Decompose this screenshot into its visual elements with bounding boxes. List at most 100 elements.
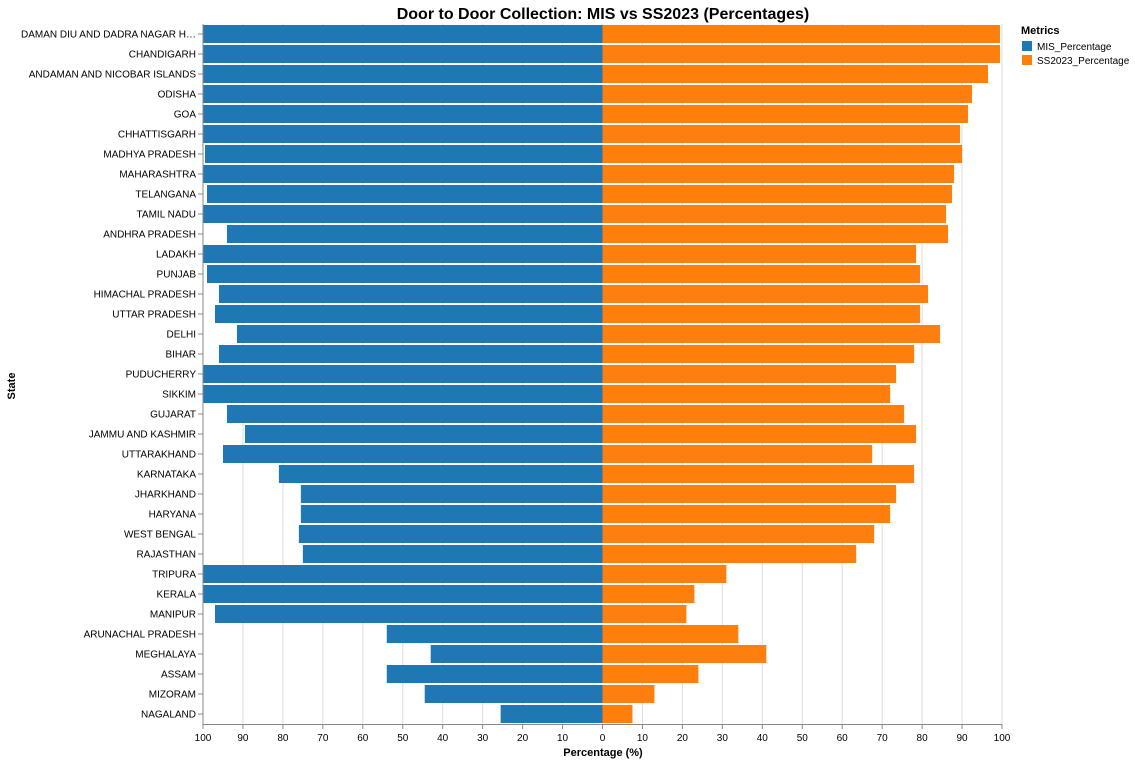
x-tick-label: 30: [477, 733, 489, 744]
bar-mis-20: [244, 425, 603, 443]
x-tick-label: 80: [917, 733, 929, 744]
x-tick-label: 40: [437, 733, 449, 744]
bar-mis-12: [206, 265, 603, 283]
bar-ss2023-23: [602, 485, 897, 503]
bar-mis-0: [203, 25, 603, 43]
x-tick-label: 10: [557, 733, 569, 744]
bar-ss2023-0: [602, 25, 1001, 43]
bar-mis-5: [203, 125, 603, 143]
legend-label-1: SS2023_Percentage: [1037, 56, 1130, 67]
bar-mis-18: [203, 385, 603, 403]
bar-mis-3: [203, 85, 603, 103]
bar-ss2023-16: [602, 345, 915, 363]
y-tick-label: UTTAR PRADESH: [112, 310, 196, 321]
bar-mis-30: [386, 625, 603, 643]
x-tick-label: 30: [717, 733, 729, 744]
y-tick-label: BIHAR: [165, 350, 196, 361]
bar-ss2023-27: [602, 565, 727, 583]
bar-mis-22: [278, 465, 603, 483]
bar-mis-19: [226, 405, 603, 423]
y-tick-label: KERALA: [157, 590, 197, 601]
bar-mis-28: [203, 585, 603, 603]
bar-ss2023-33: [602, 685, 655, 703]
bars-layer: [203, 25, 1001, 723]
bar-ss2023-22: [602, 465, 915, 483]
bar-mis-4: [203, 105, 603, 123]
x-tick-label: 60: [837, 733, 849, 744]
y-tick-label: DAMAN DIU AND DADRA NAGAR H…: [21, 30, 196, 41]
bar-mis-23: [300, 485, 603, 503]
y-tick-label: ANDAMAN AND NICOBAR ISLANDS: [29, 70, 197, 81]
bar-ss2023-4: [602, 105, 969, 123]
chart-title: Door to Door Collection: MIS vs SS2023 (…: [397, 6, 810, 23]
bar-ss2023-30: [602, 625, 739, 643]
y-tick-label: JHARKHAND: [135, 490, 196, 501]
x-tick-label: 90: [956, 733, 968, 744]
bar-ss2023-31: [602, 645, 767, 663]
y-tick-label: ASSAM: [161, 670, 196, 681]
bar-ss2023-24: [602, 505, 891, 523]
x-tick-label: 100: [994, 733, 1011, 744]
x-tick-label: 20: [517, 733, 529, 744]
axis-layer: DAMAN DIU AND DADRA NAGAR H… CHANDIGARH AN…: [21, 24, 1011, 744]
x-tick-label: 70: [877, 733, 889, 744]
y-tick-label: NAGALAND: [141, 710, 196, 721]
y-tick-label: ARUNACHAL PRADESH: [84, 630, 196, 641]
x-tick-label: 90: [237, 733, 249, 744]
bar-ss2023-29: [602, 605, 687, 623]
y-tick-label: CHHATTISGARH: [118, 130, 196, 141]
x-axis-title: Percentage (%): [563, 747, 643, 759]
y-tick-label: JAMMU AND KASHMIR: [89, 430, 196, 441]
bar-ss2023-9: [602, 205, 947, 223]
bar-ss2023-19: [602, 405, 905, 423]
bar-mis-26: [302, 545, 603, 563]
bar-mis-9: [203, 205, 603, 223]
bar-mis-27: [203, 565, 603, 583]
bar-mis-16: [218, 345, 603, 363]
y-tick-label: MADHYA PRADESH: [103, 150, 196, 161]
bar-mis-2: [203, 65, 603, 83]
bar-ss2023-34: [602, 705, 633, 723]
bar-ss2023-2: [602, 65, 989, 83]
y-tick-label: HIMACHAL PRADESH: [94, 290, 196, 301]
bar-mis-15: [236, 325, 603, 343]
bar-mis-31: [430, 645, 603, 663]
bar-ss2023-1: [602, 45, 1001, 63]
y-tick-label: TAMIL NADU: [137, 210, 196, 221]
y-tick-label: PUDUCHERRY: [126, 370, 197, 381]
x-tick-label: 60: [357, 733, 369, 744]
y-tick-label: ANDHRA PRADESH: [103, 230, 196, 241]
x-tick-label: 70: [317, 733, 329, 744]
bar-mis-13: [218, 285, 603, 303]
bar-ss2023-21: [602, 445, 873, 463]
y-tick-label: RAJASTHAN: [137, 550, 196, 561]
legend-items: MIS_Percentage SS2023_Percentage: [1022, 41, 1130, 67]
bar-ss2023-14: [602, 305, 921, 323]
bar-mis-32: [386, 665, 603, 683]
y-tick-label: MIZORAM: [149, 690, 196, 701]
y-tick-label: TRIPURA: [152, 570, 196, 581]
bar-ss2023-17: [602, 365, 897, 383]
x-tick-label: 50: [797, 733, 809, 744]
bar-mis-33: [424, 685, 603, 703]
bar-mis-29: [214, 605, 603, 623]
bar-mis-17: [203, 365, 603, 383]
x-tick-label: 100: [195, 733, 212, 744]
x-tick-label: 50: [397, 733, 409, 744]
x-tick-label: 20: [677, 733, 689, 744]
bar-mis-11: [203, 245, 603, 263]
bar-ss2023-13: [602, 285, 929, 303]
bar-ss2023-10: [602, 225, 949, 243]
bar-ss2023-5: [602, 125, 961, 143]
y-tick-label: MAHARASHTRA: [119, 170, 196, 181]
y-tick-label: GUJARAT: [150, 410, 196, 421]
bar-mis-25: [298, 525, 603, 543]
bar-ss2023-11: [602, 245, 917, 263]
bar-ss2023-25: [602, 525, 875, 543]
bar-ss2023-7: [602, 165, 955, 183]
legend-title: Metrics: [1021, 25, 1060, 37]
y-tick-label: PUNJAB: [157, 270, 197, 281]
bar-ss2023-8: [602, 185, 953, 203]
bar-ss2023-15: [602, 325, 941, 343]
